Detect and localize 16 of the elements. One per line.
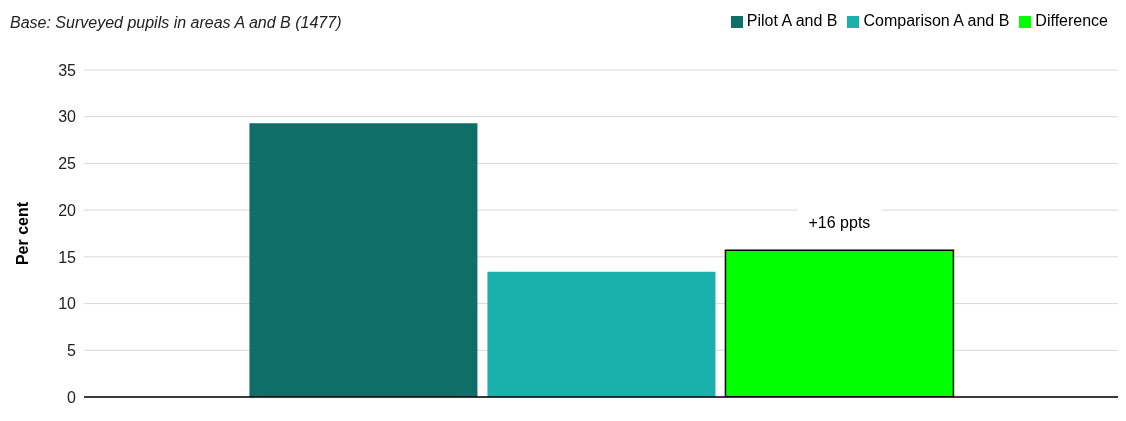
y-tick-label: 10 [58, 295, 77, 313]
y-axis-title: Per cent [13, 201, 31, 266]
y-tick-label: 35 [58, 61, 77, 79]
y-tick-label: 15 [58, 248, 77, 266]
data-label: +16 ppts [808, 214, 871, 232]
bar [487, 271, 716, 397]
bar [249, 123, 478, 397]
chart-subtitle: Base: Surveyed pupils in areas A and B (1477) [10, 14, 342, 32]
legend-label: Comparison A and B [863, 12, 1010, 29]
y-tick-label: 25 [58, 155, 77, 173]
y-tick-label: 30 [58, 108, 77, 126]
y-tick-label: 20 [58, 201, 77, 219]
y-tick-label: 5 [67, 341, 77, 359]
legend-label: Pilot A and B [746, 12, 838, 29]
legend-label: Difference [1035, 12, 1108, 29]
y-tick-label: 0 [67, 388, 77, 406]
